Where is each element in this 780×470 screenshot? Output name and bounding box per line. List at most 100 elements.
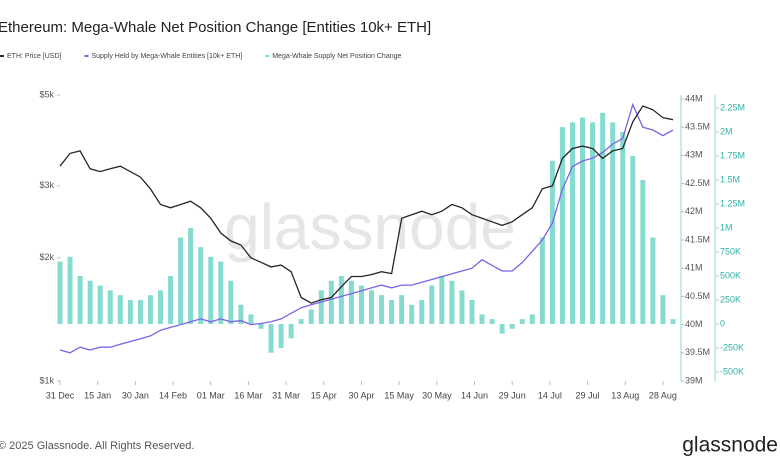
- x-tick-label: 29 Jul: [576, 390, 600, 400]
- bar: [549, 160, 555, 324]
- x-tick-label: 14 Jun: [461, 390, 488, 400]
- y-tick-label: 44M: [685, 93, 703, 103]
- bar: [409, 304, 415, 324]
- bar: [449, 280, 455, 324]
- y-tick-label: 1M: [720, 222, 733, 232]
- legend-label: ETH: Price [USD]: [7, 53, 62, 60]
- line: [59, 102, 674, 354]
- bar: [97, 285, 103, 324]
- x-tick-label: 14 Jul: [538, 390, 562, 400]
- y-tick-label: $1k: [39, 375, 54, 385]
- y-tick-label: 40M: [685, 319, 703, 329]
- bar: [569, 122, 575, 324]
- bar: [389, 299, 395, 324]
- bar: [379, 295, 385, 324]
- bar: [298, 319, 304, 324]
- bar: [369, 290, 375, 324]
- bar: [107, 290, 113, 324]
- bar: [268, 323, 274, 353]
- bar: [127, 299, 133, 324]
- legend-label: Supply Held by Mega-Whale Entities [10k+…: [91, 53, 242, 60]
- x-tick-label: 30 Jan: [122, 390, 149, 400]
- y-tick-label: 1.5M: [720, 174, 740, 184]
- bar: [509, 323, 515, 329]
- y-tick-label: 43.5M: [685, 122, 710, 132]
- y-tick-label: 500K: [720, 270, 741, 280]
- bar: [248, 314, 254, 324]
- bar: [258, 323, 264, 329]
- footer: © 2025 Glassnode. All Rights Reserved.: [0, 440, 194, 452]
- bar: [429, 285, 435, 324]
- x-tick-label: 31 Dec: [46, 390, 75, 400]
- bar: [278, 323, 284, 348]
- bar: [600, 112, 606, 324]
- bar: [57, 261, 63, 324]
- x-tick-label: 29 Jun: [499, 390, 526, 400]
- x-tick-label: 15 Apr: [311, 390, 337, 400]
- bar: [328, 280, 334, 324]
- y-tick-label: 41.5M: [685, 234, 710, 244]
- y-tick-label: 0: [720, 318, 725, 328]
- bar: [218, 261, 224, 324]
- y-tick-label: 41M: [685, 263, 703, 273]
- bar: [660, 295, 666, 324]
- x-tick-label: 15 Jan: [84, 390, 111, 400]
- bar: [147, 295, 153, 324]
- y-tick-label: 2.25M: [720, 102, 745, 112]
- bar: [67, 256, 73, 324]
- bar: [650, 237, 656, 324]
- bar: [580, 117, 586, 324]
- bar: [399, 295, 405, 324]
- bar: [178, 237, 184, 324]
- bar: [137, 299, 143, 324]
- x-tick-label: 31 Mar: [272, 390, 300, 400]
- bar: [539, 237, 545, 324]
- x-tick-label: 30 Apr: [348, 390, 374, 400]
- legend-label: Mega-Whale Supply Net Position Change: [272, 53, 401, 60]
- x-tick-label: 14 Feb: [159, 390, 187, 400]
- bar: [519, 319, 525, 324]
- y-tick-label: 43M: [685, 150, 703, 160]
- bar: [228, 280, 234, 324]
- bar: [620, 131, 626, 324]
- bar: [489, 319, 495, 324]
- bar: [168, 275, 174, 324]
- y-tick-label: 42M: [685, 206, 703, 216]
- y-tick-label: 1.25M: [720, 198, 745, 208]
- bar: [308, 309, 314, 324]
- bar: [419, 299, 425, 324]
- x-tick-label: 13 Aug: [611, 390, 639, 400]
- bar: [208, 256, 214, 324]
- bar: [117, 295, 123, 324]
- bar: [479, 314, 485, 324]
- bar: [670, 319, 676, 324]
- x-tick-label: 16 Mar: [234, 390, 262, 400]
- y-tick-label: -250K: [720, 342, 744, 352]
- y-tick-label: 39.5M: [685, 347, 710, 357]
- bar: [630, 155, 636, 324]
- y-tick-label: 2M: [720, 126, 733, 136]
- logo: glassnode: [682, 434, 778, 457]
- bar: [77, 275, 83, 324]
- y-tick-label: 39M: [685, 375, 703, 385]
- bar: [188, 227, 194, 324]
- bar: [348, 280, 354, 324]
- y-tick-label: 42.5M: [685, 178, 710, 188]
- bar: [238, 304, 244, 324]
- x-tick-label: 28 Aug: [649, 390, 677, 400]
- bar: [610, 122, 616, 324]
- bar: [338, 275, 344, 324]
- bar: [87, 280, 93, 324]
- x-tick-label: 30 May: [422, 390, 452, 400]
- bar: [439, 275, 445, 324]
- line: [59, 105, 674, 304]
- bar: [318, 290, 324, 324]
- y-tick-label: $5k: [39, 89, 54, 99]
- bar: [469, 299, 475, 324]
- bar: [288, 323, 294, 339]
- bar: [640, 179, 646, 324]
- y-tick-label: $3k: [39, 180, 54, 190]
- bar: [499, 323, 505, 334]
- chart-title: Ethereum: Mega-Whale Net Position Change…: [0, 19, 431, 36]
